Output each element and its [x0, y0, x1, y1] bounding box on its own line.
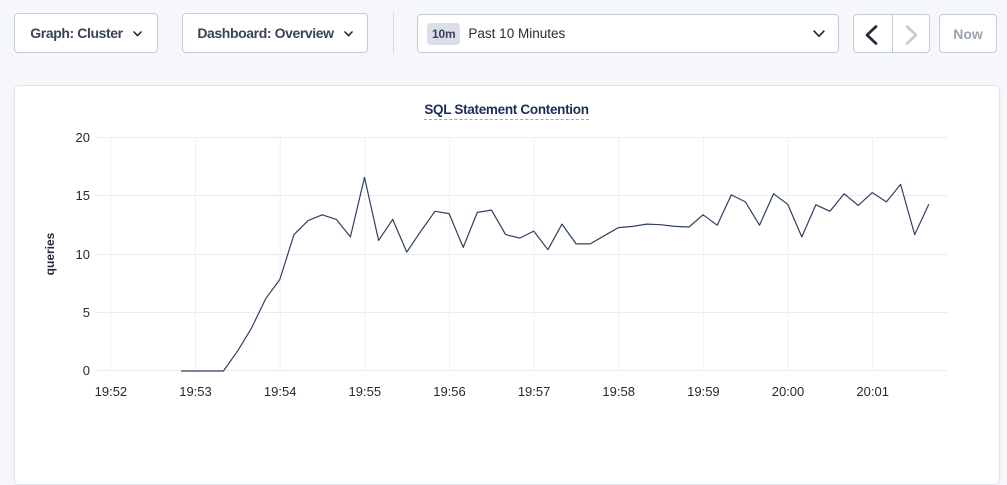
svg-text:20: 20 [76, 130, 90, 145]
svg-text:19:57: 19:57 [518, 384, 551, 399]
svg-text:10: 10 [76, 247, 90, 262]
svg-text:0: 0 [83, 363, 90, 378]
svg-text:19:54: 19:54 [264, 384, 297, 399]
svg-text:queries: queries [43, 232, 57, 275]
svg-text:19:52: 19:52 [95, 384, 128, 399]
svg-text:19:58: 19:58 [602, 384, 635, 399]
svg-text:19:53: 19:53 [179, 384, 212, 399]
svg-text:15: 15 [76, 188, 90, 203]
svg-text:20:01: 20:01 [856, 384, 889, 399]
svg-text:5: 5 [83, 305, 90, 320]
svg-text:20:00: 20:00 [772, 384, 805, 399]
svg-text:19:59: 19:59 [687, 384, 720, 399]
svg-text:19:55: 19:55 [349, 384, 382, 399]
svg-text:19:56: 19:56 [433, 384, 466, 399]
